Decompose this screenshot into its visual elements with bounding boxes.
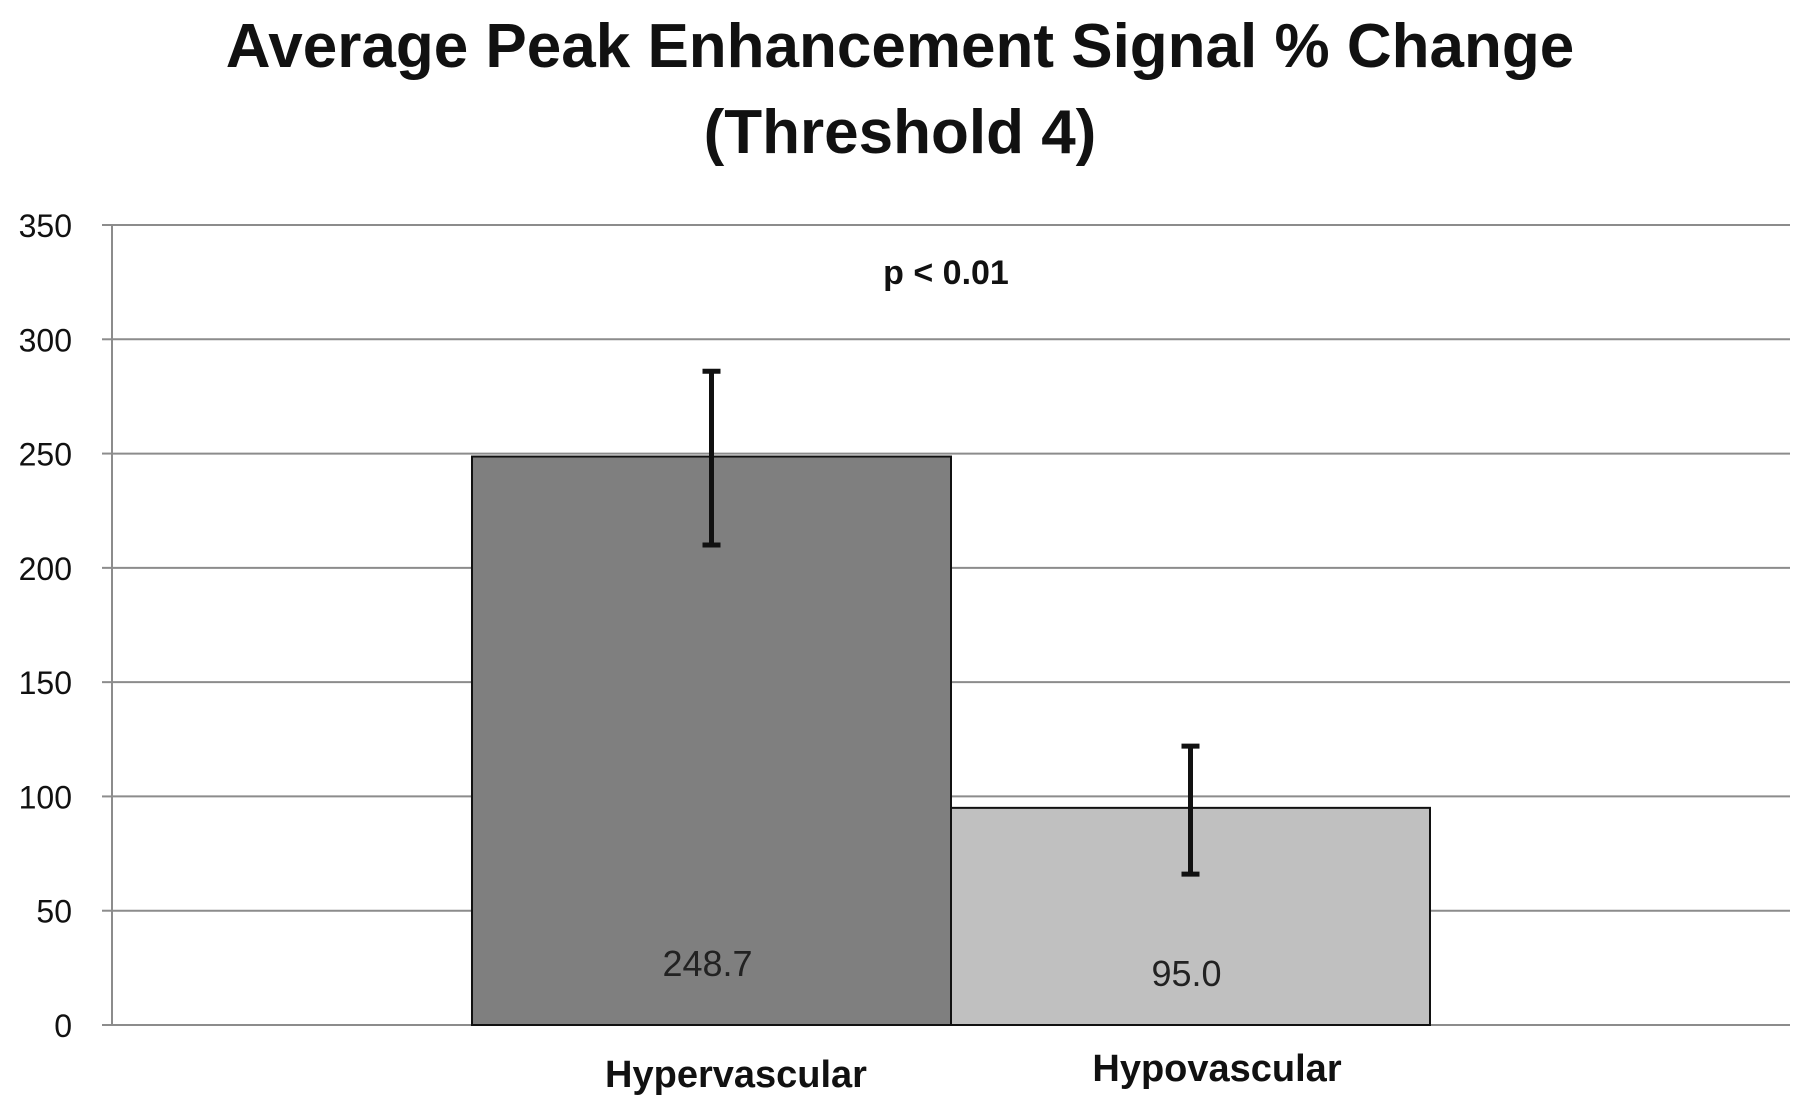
y-tick-label: 250 xyxy=(19,437,72,473)
data-label: 248.7 xyxy=(662,943,752,984)
chart-title-line-2: (Threshold 4) xyxy=(703,98,1097,167)
chart-title-line-1: Average Peak Enhancement Signal % Change xyxy=(225,12,1575,81)
data-label: 95.0 xyxy=(1151,953,1221,994)
y-tick-label: 50 xyxy=(36,894,72,930)
bars xyxy=(471,455,1431,1026)
bar-hypervascular xyxy=(471,455,952,1026)
p-value-annotation: p < 0.01 xyxy=(883,254,1009,292)
y-tick-label: 100 xyxy=(19,779,72,815)
y-tick-label: 150 xyxy=(19,665,72,701)
y-axis-ticks: 0 50 100 150 200 250 300 350 xyxy=(19,208,112,1044)
data-labels: 248.7 95.0 xyxy=(662,943,1221,994)
y-tick-label: 300 xyxy=(19,322,72,358)
y-tick-label: 350 xyxy=(19,208,72,244)
y-tick-label: 200 xyxy=(19,551,72,587)
x-category-label: Hypervascular xyxy=(605,1054,867,1096)
y-tick-label: 0 xyxy=(54,1008,72,1044)
chart-title: Average Peak Enhancement Signal % Change… xyxy=(0,4,1800,176)
error-bars xyxy=(702,368,1200,877)
x-category-label: Hypovascular xyxy=(1092,1048,1341,1090)
x-axis-categories: Hypervascular Hypovascular xyxy=(605,1048,1342,1096)
